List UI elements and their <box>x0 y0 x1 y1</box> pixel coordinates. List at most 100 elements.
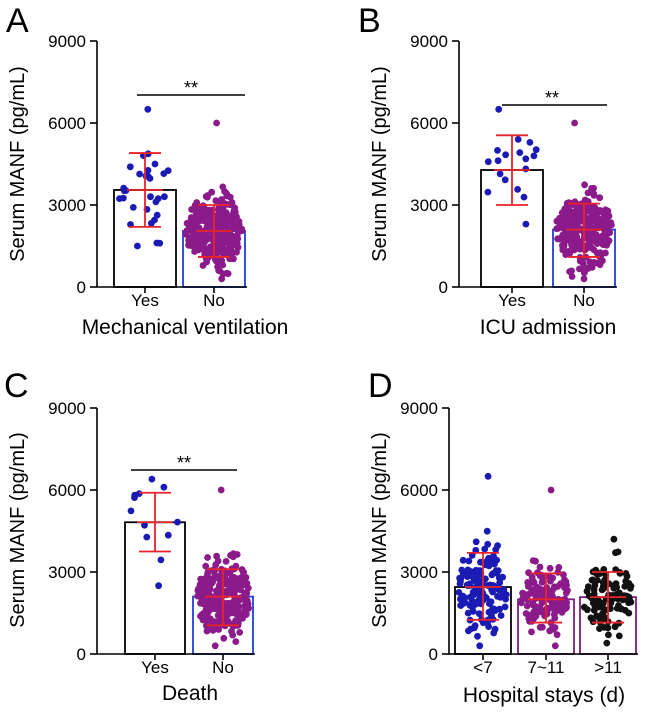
data-point <box>481 545 489 553</box>
data-point <box>164 167 172 175</box>
data-point <box>560 571 567 579</box>
x-tick-label: <7 <box>473 658 492 677</box>
data-point <box>227 590 235 598</box>
data-point <box>146 175 154 182</box>
data-point <box>233 551 241 558</box>
data-point <box>230 574 238 581</box>
data-point <box>591 212 599 220</box>
data-point <box>610 535 618 543</box>
data-point <box>459 570 467 577</box>
data-point <box>584 583 592 591</box>
data-point <box>202 562 210 570</box>
data-point <box>474 632 481 640</box>
data-point <box>530 615 538 623</box>
data-point <box>242 597 250 605</box>
data-point <box>502 151 509 159</box>
data-point <box>572 219 580 227</box>
data-point <box>224 577 232 585</box>
data-point <box>215 267 223 274</box>
x-tick-label: No <box>212 658 234 677</box>
data-point <box>484 158 492 166</box>
data-point <box>522 155 530 163</box>
data-point <box>499 573 506 581</box>
data-point <box>185 241 193 249</box>
data-point <box>182 231 190 238</box>
y-tick-label: 3000 <box>48 563 86 582</box>
data-point <box>231 208 239 216</box>
data-point <box>225 607 233 615</box>
data-point <box>519 589 526 597</box>
data-point <box>590 586 598 594</box>
data-point <box>204 554 212 561</box>
data-point <box>127 507 135 515</box>
data-point <box>230 606 238 614</box>
data-point <box>585 221 592 229</box>
data-point <box>568 267 575 275</box>
data-point <box>605 631 612 639</box>
data-point <box>207 212 215 220</box>
data-point <box>231 596 239 603</box>
y-tick-label: 9000 <box>48 399 86 418</box>
data-point <box>225 236 233 244</box>
data-point <box>491 605 498 613</box>
data-point <box>220 634 228 642</box>
y-tick-label: 0 <box>77 645 86 664</box>
data-point <box>120 187 128 195</box>
panel-b: B Serum MANF (pg/mL) ICU admission ** 0 3… <box>358 2 617 339</box>
data-point <box>238 574 246 582</box>
data-point <box>207 207 215 215</box>
data-point <box>484 472 492 480</box>
data-point <box>148 475 156 483</box>
data-point <box>144 167 152 174</box>
data-point <box>581 181 588 189</box>
data-point <box>599 579 607 586</box>
data-point <box>242 610 250 618</box>
data-point <box>196 236 204 244</box>
data-point <box>218 206 226 213</box>
data-point <box>472 566 480 574</box>
data-point <box>596 261 604 269</box>
data-point <box>209 578 217 586</box>
data-point <box>501 176 509 184</box>
data-point <box>551 624 559 631</box>
data-point <box>488 586 495 594</box>
data-point <box>516 149 524 157</box>
data-point <box>213 552 221 560</box>
data-point <box>627 584 634 592</box>
data-point <box>490 554 497 562</box>
data-point <box>590 191 598 198</box>
data-point <box>613 605 621 612</box>
data-point <box>228 199 236 206</box>
y-axis-label: Serum MANF (pg/mL) <box>7 66 29 262</box>
data-point <box>577 204 584 212</box>
data-point <box>598 238 605 245</box>
panel-label: B <box>358 2 381 40</box>
data-point <box>551 600 559 608</box>
data-point <box>493 569 501 577</box>
data-point <box>533 585 541 593</box>
data-point <box>486 600 493 607</box>
data-point <box>611 623 619 631</box>
data-point <box>571 201 578 209</box>
data-point <box>155 582 163 590</box>
data-point <box>561 584 568 591</box>
y-tick-label: 0 <box>439 278 448 297</box>
data-point <box>530 152 538 160</box>
data-point <box>566 237 574 245</box>
data-point <box>623 572 631 580</box>
data-point <box>599 599 607 607</box>
data-point <box>523 602 531 610</box>
data-point <box>588 236 595 243</box>
data-point <box>199 592 207 600</box>
data-point <box>485 623 492 630</box>
data-point <box>592 597 599 605</box>
data-point <box>488 612 495 619</box>
x-tick-label: No <box>573 291 595 310</box>
data-point <box>566 216 573 224</box>
data-point <box>236 629 244 636</box>
y-tick-label: 3000 <box>410 196 448 215</box>
data-point <box>469 603 476 611</box>
data-point <box>599 209 607 217</box>
data-point <box>584 606 591 614</box>
